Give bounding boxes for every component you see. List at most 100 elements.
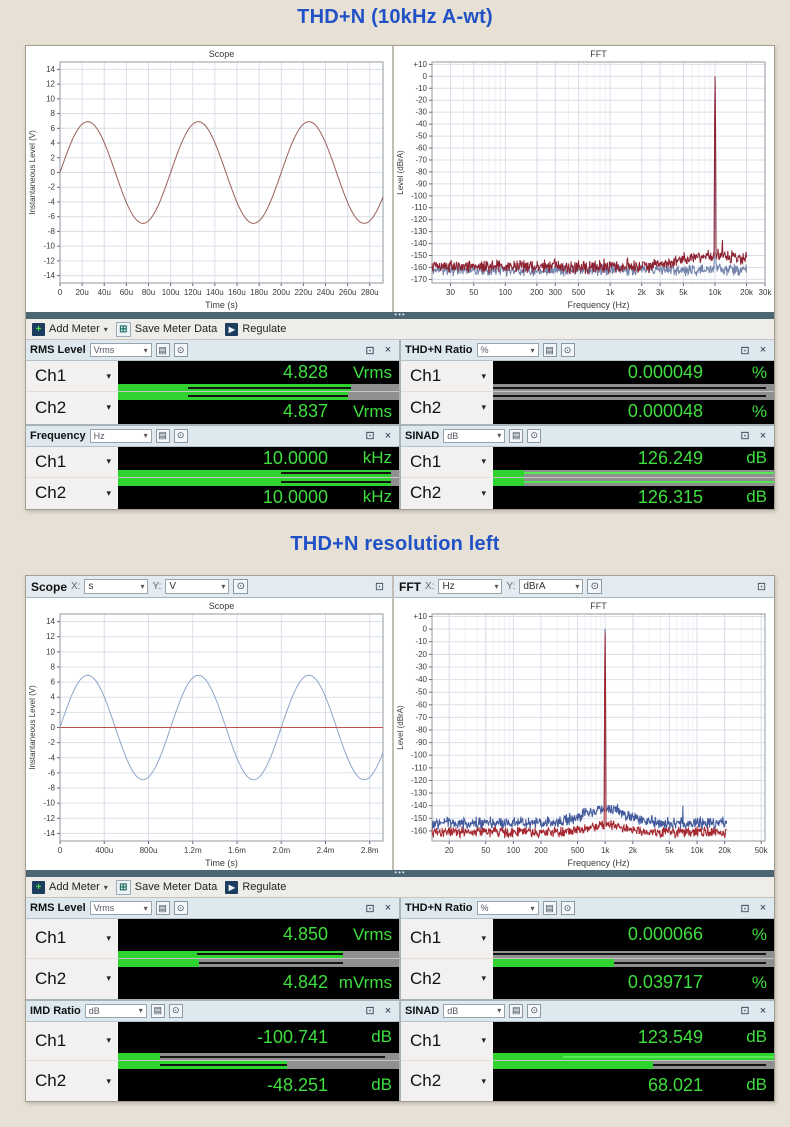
channel-selector[interactable]: Ch2 ▾ (401, 958, 493, 999)
close-icon[interactable]: × (759, 902, 767, 914)
channel-selector[interactable]: Ch2 ▾ (26, 958, 118, 999)
tick-label: 30k (759, 288, 773, 297)
popout-icon[interactable]: ⊡ (740, 344, 750, 357)
save-meter-data-button[interactable]: ⊞ Save Meter Data (115, 321, 217, 337)
meter-panel-sinad: SINAD dB ▾ ▤ ⊙ ⊡ × Ch1 ▾ 126.249 dB Ch2 ▾ 12… (401, 425, 774, 509)
fft-header-title: FFT (399, 579, 421, 594)
meter-display: 0.000048% (493, 400, 774, 424)
unit-select[interactable]: dB ▾ (443, 428, 506, 443)
series-ch2-noise (431, 632, 727, 840)
channel-selector[interactable]: Ch2 ▾ (26, 392, 118, 424)
unit-select[interactable]: % ▾ (476, 901, 539, 915)
tick-label: -2 (48, 183, 56, 192)
unit-select[interactable]: Hz ▾ (89, 428, 152, 443)
channel-selector[interactable]: Ch1 ▾ (401, 446, 493, 478)
tick-label: -150 (411, 814, 428, 823)
tick-label: -170 (411, 275, 428, 284)
add-meter-button[interactable]: + Add Meter ▾ (32, 880, 108, 894)
settings-icon[interactable]: ⊙ (560, 343, 575, 357)
channel-selector[interactable]: Ch1 ▾ (26, 361, 118, 393)
channel-selector[interactable]: Ch2 ▾ (26, 1061, 118, 1101)
close-icon[interactable]: × (759, 429, 767, 442)
tick-label: -110 (412, 203, 428, 212)
popout-icon[interactable]: ⊡ (740, 902, 750, 915)
add-meter-button[interactable]: + Add Meter ▾ (32, 322, 108, 336)
unit-value: Vrms (93, 903, 115, 913)
unit-select[interactable]: dB ▾ (443, 1003, 506, 1018)
popout-icon[interactable]: ⊡ (374, 581, 385, 593)
scope-panel-header: Scope X: s ▾ Y: V ▾ ⊙ ⊡ (26, 576, 394, 598)
close-icon[interactable]: × (384, 429, 392, 442)
regulate-button[interactable]: ▶ Regulate (225, 880, 286, 894)
popout-icon[interactable]: ⊡ (365, 902, 375, 915)
display-mode-icon[interactable]: ▤ (155, 428, 170, 443)
popout-icon[interactable]: ⊡ (740, 430, 750, 442)
unit-select[interactable]: Vrms ▾ (89, 901, 152, 915)
settings-icon[interactable]: ⊙ (527, 428, 542, 443)
tick-label: -6 (48, 768, 56, 777)
tick-label: -160 (411, 826, 428, 835)
tick-label: 12 (46, 80, 55, 89)
display-mode-icon[interactable]: ▤ (509, 428, 524, 443)
close-icon[interactable]: × (384, 1004, 392, 1017)
y-unit-select[interactable]: V ▾ (165, 579, 230, 594)
tick-label: 10k (691, 846, 705, 855)
channel-selector[interactable]: Ch1 ▾ (26, 1021, 118, 1062)
meter-value: 10.0000 (262, 447, 328, 468)
x-unit-select[interactable]: Hz ▾ (438, 579, 503, 594)
settings-icon[interactable]: ⊙ (173, 343, 188, 357)
close-icon[interactable]: × (759, 1004, 767, 1017)
meter-display: 126.315 dB (493, 485, 774, 509)
settings-icon[interactable]: ⊙ (168, 1003, 183, 1018)
display-mode-icon[interactable]: ▤ (150, 1003, 165, 1018)
tick-label: 50 (481, 846, 490, 855)
unit-select[interactable]: dB ▾ (84, 1003, 147, 1018)
popout-icon[interactable]: ⊡ (365, 430, 375, 442)
meter-display: 4.842 mVrms (118, 966, 399, 999)
channel-selector[interactable]: Ch1 ▾ (26, 446, 118, 478)
close-icon[interactable]: × (384, 344, 392, 356)
display-mode-icon[interactable]: ▤ (155, 901, 170, 915)
tick-label: 0 (51, 723, 56, 732)
close-icon[interactable]: × (759, 344, 767, 356)
popout-icon[interactable]: ⊡ (365, 1005, 375, 1017)
tick-label: 0 (51, 168, 56, 177)
x-unit-select[interactable]: s ▾ (84, 579, 149, 594)
tick-label: -120 (411, 776, 428, 785)
y-unit-select[interactable]: dBrA ▾ (519, 579, 584, 594)
unit-select[interactable]: Vrms ▾ (89, 343, 152, 357)
meter-value: 0.000049 (627, 362, 703, 383)
display-mode-icon[interactable]: ▤ (509, 1003, 524, 1018)
splitter-handle[interactable]: ••• (26, 311, 774, 319)
tick-label: -100 (411, 191, 428, 200)
popout-icon[interactable]: ⊡ (756, 581, 767, 593)
display-mode-icon[interactable]: ▤ (542, 343, 557, 357)
popout-icon[interactable]: ⊡ (740, 1005, 750, 1017)
settings-icon[interactable]: ⊙ (173, 901, 188, 915)
save-meter-data-button[interactable]: ⊞ Save Meter Data (115, 879, 217, 895)
display-mode-icon[interactable]: ▤ (542, 901, 557, 915)
tick-label: 500 (571, 846, 585, 855)
channel-selector[interactable]: Ch1 ▾ (26, 919, 118, 959)
channel-selector[interactable]: Ch2 ▾ (26, 477, 118, 509)
channel-selector[interactable]: Ch1 ▾ (401, 1021, 493, 1062)
close-icon[interactable]: × (384, 902, 392, 914)
settings-icon[interactable]: ⊙ (527, 1003, 542, 1018)
channel-selector[interactable]: Ch2 ▾ (401, 1061, 493, 1101)
display-mode-icon[interactable]: ▤ (155, 343, 170, 357)
x-unit-value: Hz (442, 581, 455, 592)
regulate-button[interactable]: ▶ Regulate (225, 322, 286, 336)
settings-icon[interactable]: ⊙ (587, 579, 603, 594)
channel-selector[interactable]: Ch2 ▾ (401, 392, 493, 424)
unit-select[interactable]: % ▾ (476, 343, 539, 357)
channel-selector[interactable]: Ch1 ▾ (401, 919, 493, 959)
channel-selector[interactable]: Ch2 ▾ (401, 477, 493, 509)
popout-icon[interactable]: ⊡ (365, 344, 375, 357)
settings-icon[interactable]: ⊙ (560, 901, 575, 915)
channel-label: Ch1 (410, 366, 442, 386)
splitter-handle[interactable]: ••• (26, 869, 774, 877)
channel-selector[interactable]: Ch1 ▾ (401, 361, 493, 393)
fft-chart-bottom: +10 0 -10 -20 -30 -40 -50 -60 -70 -80 -90 -100 -110 -… (394, 598, 774, 870)
settings-icon[interactable]: ⊙ (173, 428, 188, 443)
settings-icon[interactable]: ⊙ (233, 579, 249, 594)
